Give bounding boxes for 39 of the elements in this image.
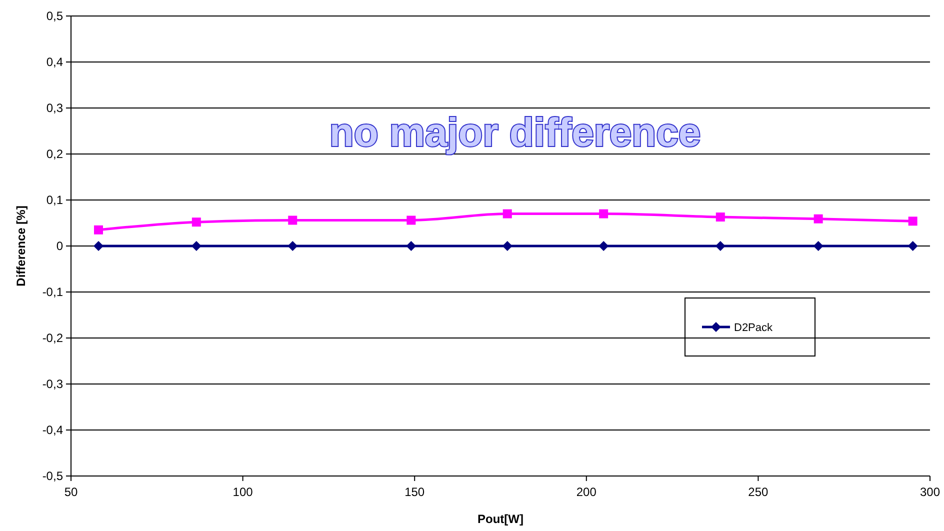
point <box>908 216 918 226</box>
y-tick-label: -0,3 <box>42 377 64 392</box>
y-tick-label: 0,2 <box>46 147 64 162</box>
point <box>716 212 725 222</box>
point <box>599 209 608 218</box>
point <box>288 241 298 251</box>
y-tick-label: 0,3 <box>46 101 64 116</box>
x-axis-title: Pout[W] <box>478 512 524 526</box>
x-tick-label: 300 <box>920 485 940 499</box>
y-tick-label: 0 <box>56 239 64 254</box>
y-tick-label: -0,4 <box>42 423 64 438</box>
point <box>192 218 201 227</box>
y-tick-label: 0,4 <box>46 55 64 70</box>
point <box>288 216 298 225</box>
y-tick-label: 0,1 <box>46 193 64 208</box>
y-axis-title: Difference [%] <box>14 206 28 286</box>
point <box>598 241 609 251</box>
point <box>406 216 416 225</box>
annotation: no major difference <box>329 111 701 155</box>
legend-label: D2Pack <box>734 322 774 334</box>
point <box>191 241 202 251</box>
y-tick-label: -0,5 <box>42 469 64 484</box>
point <box>93 241 104 251</box>
point <box>813 241 824 251</box>
x-tick-label: 150 <box>404 485 425 499</box>
x-tick-label: 200 <box>576 485 597 499</box>
x-tick-label: 100 <box>232 485 254 499</box>
point <box>406 241 416 251</box>
point <box>94 225 103 234</box>
x-tick-label: 50 <box>64 485 78 499</box>
point <box>908 241 918 251</box>
x-tick-label: 250 <box>748 485 769 499</box>
point <box>502 209 512 218</box>
y-tick-label: -0,2 <box>42 331 64 346</box>
point <box>814 214 823 224</box>
point <box>502 241 512 251</box>
y-tick-label: 0,5 <box>46 9 64 24</box>
point <box>715 241 726 251</box>
y-tick-label: -0,1 <box>42 285 64 300</box>
